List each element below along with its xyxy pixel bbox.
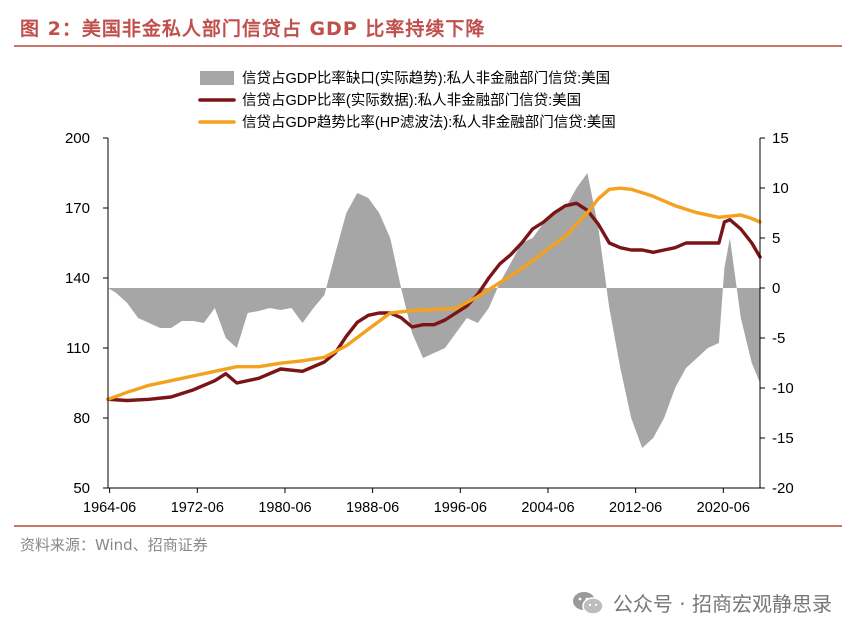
- series-actual-ratio-line: [106, 201, 762, 403]
- axes-layer: 50 80 110 140 170 200 -20 -15 -10 -5 0 5 10 15 1964-06…: [65, 130, 794, 516]
- right-axis-tick-label: 10: [772, 180, 789, 197]
- right-axis-tick-label: -20: [772, 480, 794, 497]
- x-axis-tick-label: 2020-06: [697, 500, 750, 516]
- source-note: 资料来源：Wind、招商证券: [20, 536, 208, 554]
- source-separator: [14, 525, 842, 527]
- x-axis-tick-label: 1996-06: [434, 500, 487, 516]
- watermark: 公众号 · 招商宏观静思录: [571, 588, 832, 617]
- x-axis-tick-label: 1988-06: [346, 500, 399, 516]
- legend-label: 信贷占GDP比率缺口(实际趋势):私人非金融部门信贷:美国: [242, 70, 610, 87]
- series-trend-ratio-line: [106, 186, 762, 401]
- lines-layer: [106, 186, 762, 403]
- left-axis-tick-label: 170: [65, 200, 90, 217]
- figure-title: 图 2：美国非金私人部门信贷占 GDP 比率持续下降: [20, 18, 486, 40]
- right-axis-tick-label: 0: [772, 280, 780, 297]
- left-axis-tick-label: 80: [73, 410, 90, 427]
- x-axis-tick-label: 1980-06: [258, 500, 311, 516]
- legend-swatch-gap: [200, 71, 234, 85]
- title-underline: [14, 45, 842, 47]
- legend-label: 信贷占GDP趋势比率(HP滤波法):私人非金融部门信贷:美国: [242, 114, 616, 131]
- x-axis-tick-label: 2012-06: [609, 500, 662, 516]
- chart: 信贷占GDP比率缺口(实际趋势):私人非金融部门信贷:美国信贷占GDP比率(实际…: [65, 70, 794, 516]
- x-axis-tick-label: 1972-06: [171, 500, 224, 516]
- wechat-icon: [572, 591, 604, 615]
- left-axis-tick-label: 50: [73, 480, 90, 497]
- right-axis-tick-label: 5: [772, 230, 780, 247]
- left-axis-tick-label: 110: [66, 340, 90, 357]
- legend-label: 信贷占GDP比率(实际数据):私人非金融部门信贷:美国: [242, 92, 581, 109]
- x-axis-tick-label: 2004-06: [521, 500, 574, 516]
- x-axis-tick-label: 1964-06: [83, 500, 136, 516]
- right-axis-tick-label: -10: [772, 380, 794, 397]
- right-axis-tick-label: -15: [772, 430, 794, 447]
- watermark-text: 公众号 · 招商宏观静思录: [612, 592, 832, 616]
- right-axis-tick-label: 15: [772, 130, 789, 147]
- legend: 信贷占GDP比率缺口(实际趋势):私人非金融部门信贷:美国信贷占GDP比率(实际…: [198, 70, 616, 131]
- left-axis-tick-label: 140: [65, 270, 90, 287]
- right-axis-tick-label: -5: [772, 330, 785, 347]
- left-axis-tick-label: 200: [65, 130, 90, 147]
